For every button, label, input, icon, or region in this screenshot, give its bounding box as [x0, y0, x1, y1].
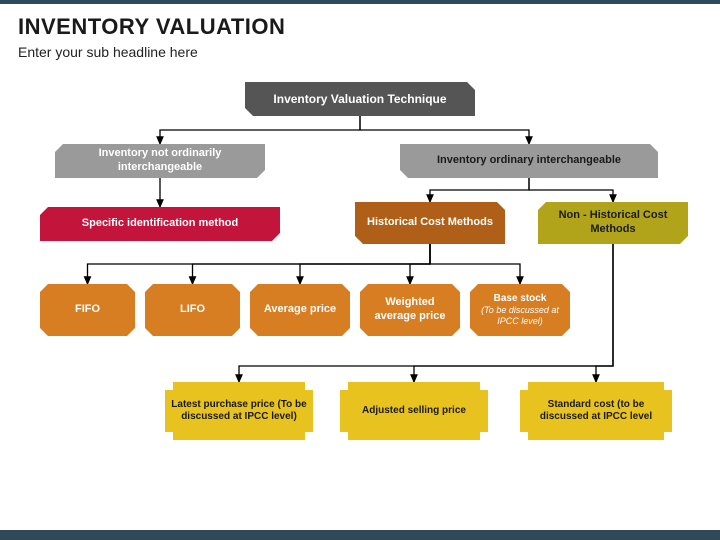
edge-nonhist-standard — [596, 244, 613, 382]
edge-int-nonhist — [529, 178, 613, 202]
node-adjusted: Adjusted selling price — [340, 382, 488, 440]
page-title: INVENTORY VALUATION — [18, 14, 285, 40]
node-lifo: LIFO — [145, 284, 240, 336]
node-specific: Specific identification method — [40, 207, 280, 241]
node-root: Inventory Valuation Technique — [245, 82, 475, 116]
flowchart-canvas: Inventory Valuation Technique Inventory n… — [0, 72, 720, 530]
edge-int-hist — [430, 178, 529, 202]
edge-root-not_int — [160, 116, 360, 144]
edge-hist-wavg — [410, 244, 430, 284]
page-subtitle: Enter your sub headline here — [18, 44, 198, 60]
node-standard: Standard cost (to be discussed at IPCC l… — [520, 382, 672, 440]
node-latest: Latest purchase price (To be discussed a… — [165, 382, 313, 440]
slide: INVENTORY VALUATION Enter your sub headl… — [0, 0, 720, 540]
node-int: Inventory ordinary interchangeable — [400, 144, 658, 178]
edge-hist-base — [430, 244, 520, 284]
node-avg: Average price — [250, 284, 350, 336]
node-not_int: Inventory not ordinarily interchangeable — [55, 144, 265, 178]
node-hist: Historical Cost Methods — [355, 202, 505, 244]
bottom-accent-bar — [0, 530, 720, 540]
node-base: Base stock(To be discussed at IPCC level… — [470, 284, 570, 336]
top-accent-bar — [0, 0, 720, 4]
node-wavg: Weighted average price — [360, 284, 460, 336]
node-fifo: FIFO — [40, 284, 135, 336]
node-nonhist: Non - Historical Cost Methods — [538, 202, 688, 244]
edge-root-int — [360, 116, 529, 144]
